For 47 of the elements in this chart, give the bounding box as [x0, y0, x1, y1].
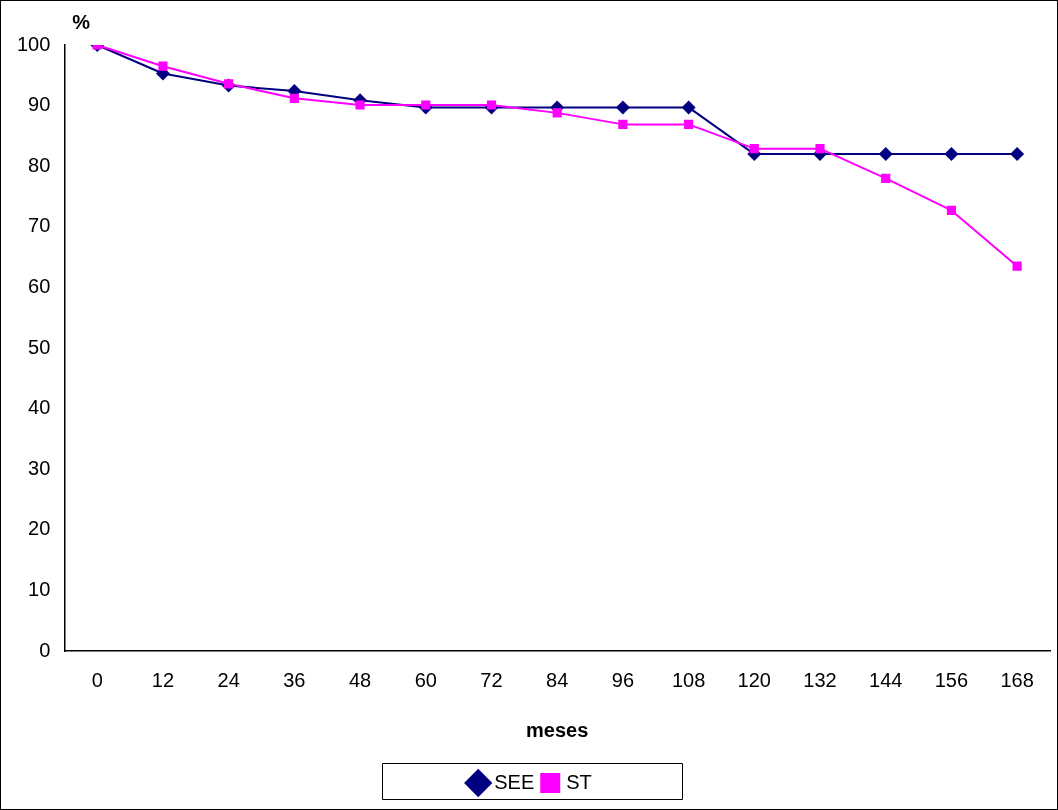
x-tick-label: 120	[737, 668, 771, 691]
x-tick-label: 108	[671, 668, 706, 691]
x-tick-label: 168	[1000, 668, 1034, 691]
x-tick-label: 96	[611, 668, 635, 691]
point	[944, 147, 959, 162]
point	[552, 108, 562, 118]
point	[158, 61, 168, 71]
x-tick-label: 60	[414, 668, 437, 691]
y-axis-title: %	[72, 10, 91, 33]
point	[1012, 261, 1022, 271]
y-tick-label: 50	[28, 335, 51, 358]
y-tick-label: 80	[28, 153, 51, 176]
y-tick-label: 60	[28, 274, 51, 297]
point	[684, 119, 694, 129]
y-tick-label: 10	[28, 577, 51, 600]
point	[289, 93, 299, 103]
point	[946, 205, 957, 216]
x-tick-label: 132	[803, 668, 837, 691]
point	[881, 173, 891, 183]
point	[1010, 147, 1025, 162]
x-tick-label: 48	[348, 668, 372, 691]
y-tick-label: 0	[39, 638, 51, 661]
y-tick-label: 30	[28, 456, 51, 479]
x-tick-label: 72	[480, 668, 503, 691]
point	[749, 144, 759, 154]
point	[878, 147, 893, 162]
x-tick-label: 0	[91, 668, 103, 691]
x-tick-label: 24	[217, 668, 240, 691]
x-axis-title: meses	[526, 718, 589, 741]
legend-label: ST	[566, 770, 592, 793]
x-tick-label: 36	[283, 668, 306, 691]
y-tick-label: 70	[28, 214, 51, 237]
x-tick-label: 84	[546, 668, 569, 691]
y-tick-label: 20	[28, 517, 51, 540]
y-tick-label: 90	[28, 93, 51, 116]
y-tick-label: 40	[28, 396, 51, 419]
y-tick-label: 100	[16, 32, 51, 55]
point	[618, 119, 628, 129]
x-tick-label: 156	[934, 668, 969, 691]
point	[486, 100, 497, 110]
point	[815, 144, 825, 154]
point	[615, 100, 630, 115]
x-tick-label: 144	[869, 668, 903, 691]
point	[681, 100, 696, 115]
x-tick-label: 12	[151, 668, 175, 691]
legend-label: SEE	[494, 770, 535, 793]
point	[355, 100, 365, 110]
